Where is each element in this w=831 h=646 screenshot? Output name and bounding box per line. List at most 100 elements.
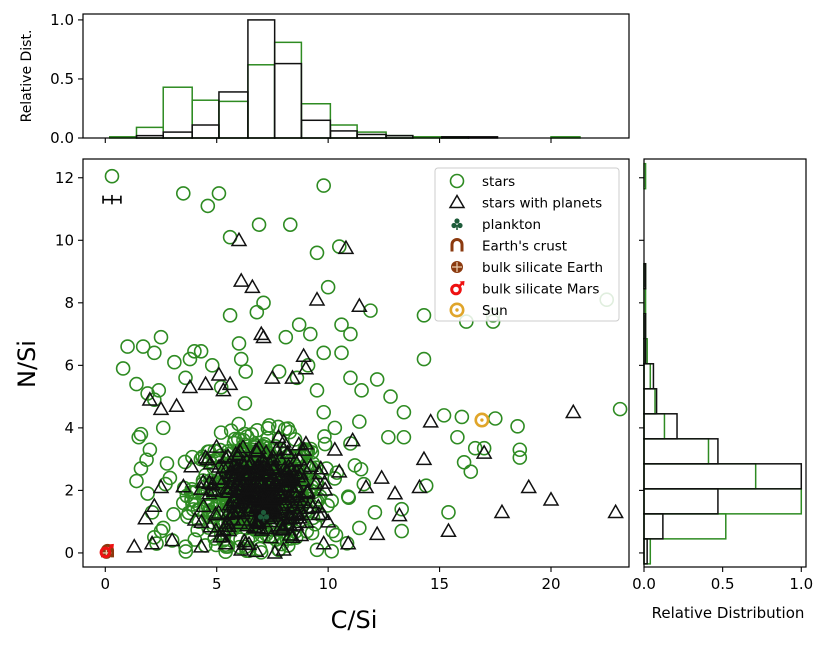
star-point: [166, 507, 181, 522]
planet-star-point: [223, 474, 241, 489]
star-point: [512, 450, 528, 465]
planet-star-point: [542, 491, 560, 506]
plankton-point: [257, 509, 270, 522]
star-point: [251, 217, 267, 232]
planet-star-point: [386, 485, 404, 500]
planet-star-point: [275, 541, 292, 556]
star-point: [282, 217, 298, 232]
star-point: [300, 358, 316, 373]
star-point: [213, 425, 229, 440]
star-point: [343, 326, 358, 342]
planet-star-point: [255, 328, 272, 344]
right-hist-planet-bar: [643, 513, 664, 540]
planet-star-point: [211, 528, 229, 543]
planet-star-point: [273, 521, 290, 536]
planet-star-point: [231, 442, 248, 458]
planet-star-point: [225, 488, 242, 504]
star-point: [352, 414, 367, 429]
planet-star-point: [163, 531, 181, 547]
planet-star-point: [230, 503, 247, 518]
star-point: [512, 442, 528, 458]
planet-star-point: [232, 541, 250, 556]
top-histogram-bars: [108, 19, 581, 139]
main-y-ticks: 0 2 4 6 8 10 12: [55, 169, 83, 562]
legend-entry: stars with planets: [448, 194, 602, 212]
top-hist-planet-bar: [162, 131, 193, 139]
planet-star-point: [221, 375, 239, 391]
planet-star-point: [219, 505, 236, 521]
star-point: [129, 473, 144, 489]
x-tick-label: 0: [101, 575, 111, 593]
star-point: [151, 383, 167, 398]
planet-star-point: [295, 347, 312, 362]
planet-star-point: [247, 542, 265, 558]
star-point: [184, 492, 199, 508]
star-point: [153, 523, 169, 539]
star-point: [450, 429, 465, 445]
planet-star-point: [230, 446, 247, 462]
right-x-tick-label: 0.0: [632, 575, 656, 593]
planet-star-point: [219, 458, 237, 473]
star-point: [347, 458, 363, 473]
legend-entry: Earth's crust: [450, 238, 567, 255]
x-tick-label: 10: [319, 575, 338, 593]
star-point: [187, 343, 202, 359]
planet-star-point: [210, 366, 228, 381]
y-tick-label: 10: [55, 231, 74, 249]
top-y-tick-label: 0.5: [50, 70, 74, 88]
star-point: [175, 186, 191, 201]
right-histogram-x-ticks: 0.0 0.5 1.0: [632, 567, 813, 593]
top-hist-planet-bar: [191, 124, 220, 139]
legend-entry: stars: [449, 173, 515, 190]
planet-star-point: [201, 473, 218, 489]
star-point: [510, 419, 525, 434]
planet-star-point: [296, 459, 313, 474]
planet-star-point: [143, 535, 161, 550]
planet-star-point: [236, 532, 253, 548]
star-point: [396, 404, 412, 420]
planet-star-point: [146, 497, 163, 513]
planet-star-point: [232, 272, 250, 287]
star-point: [352, 520, 367, 536]
planet-star-point: [299, 482, 316, 498]
star-point: [369, 372, 385, 387]
star-point: [159, 456, 175, 471]
planet-star-point: [281, 509, 298, 524]
bulk-silicate-mars-point: [99, 543, 114, 559]
star-point: [184, 482, 200, 497]
star-point: [334, 345, 349, 361]
legend-crust-icon: [450, 238, 464, 252]
top-y-tick-label: 0.0: [50, 129, 74, 147]
legend-label: plankton: [482, 217, 541, 233]
legend-label: stars: [482, 174, 515, 190]
planet-star-point: [607, 503, 624, 519]
star-point: [367, 504, 383, 520]
star-point: [394, 501, 409, 517]
planet-star-point: [207, 505, 224, 521]
planet-star-point: [250, 439, 268, 455]
star-point: [441, 504, 456, 520]
legend-label: Sun: [482, 303, 508, 319]
legend-planets-icon: [448, 194, 466, 209]
top-hist-planet-bar: [218, 91, 249, 139]
right-hist-star-bar: [643, 438, 710, 465]
planet-star-point: [302, 457, 320, 473]
planet-star-point: [264, 502, 282, 517]
planet-star-point: [292, 526, 310, 542]
planet-star-point: [175, 478, 192, 493]
planet-star-point: [230, 231, 248, 247]
planet-star-point: [208, 438, 225, 453]
star-point: [120, 339, 135, 354]
planet-star-point: [278, 473, 296, 488]
right-x-tick-label: 0.5: [711, 575, 735, 593]
planet-star-point: [275, 433, 293, 448]
planet-star-point: [391, 506, 408, 522]
right-hist-star-bar: [643, 388, 656, 415]
planet-star-point: [223, 470, 241, 485]
top-histogram: 0.0 0.5 1.0 Relative Dist.: [19, 11, 630, 147]
right-histogram-xlabel: Relative Distribution: [652, 604, 805, 622]
scatter-points: [99, 168, 628, 560]
x-tick-label: 20: [541, 575, 560, 593]
star-point: [147, 392, 162, 408]
